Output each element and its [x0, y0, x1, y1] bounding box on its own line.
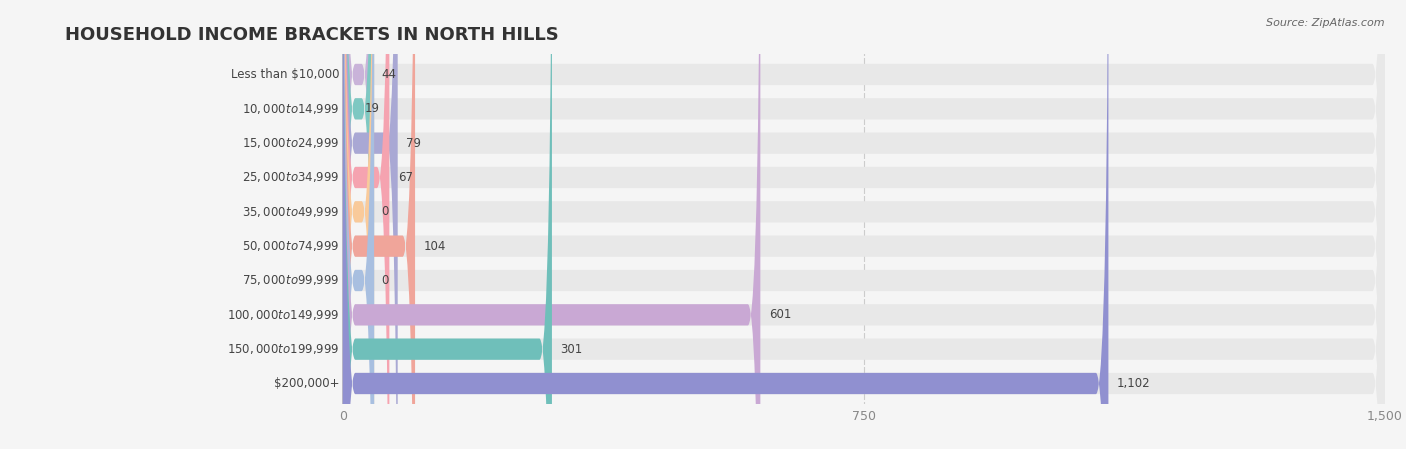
Text: 0: 0	[381, 205, 388, 218]
Text: $100,000 to $149,999: $100,000 to $149,999	[226, 308, 339, 322]
FancyBboxPatch shape	[343, 0, 374, 449]
Text: HOUSEHOLD INCOME BRACKETS IN NORTH HILLS: HOUSEHOLD INCOME BRACKETS IN NORTH HILLS	[65, 26, 558, 44]
FancyBboxPatch shape	[343, 0, 1385, 449]
FancyBboxPatch shape	[343, 0, 398, 449]
Text: 601: 601	[769, 308, 792, 321]
FancyBboxPatch shape	[343, 0, 415, 449]
Text: 104: 104	[423, 240, 446, 253]
FancyBboxPatch shape	[343, 0, 1385, 449]
FancyBboxPatch shape	[343, 0, 389, 449]
Text: $25,000 to $34,999: $25,000 to $34,999	[242, 171, 339, 185]
Text: Less than $10,000: Less than $10,000	[231, 68, 339, 81]
Text: $150,000 to $199,999: $150,000 to $199,999	[226, 342, 339, 356]
Text: 1,102: 1,102	[1116, 377, 1150, 390]
Text: $200,000+: $200,000+	[274, 377, 339, 390]
Text: $75,000 to $99,999: $75,000 to $99,999	[242, 273, 339, 287]
FancyBboxPatch shape	[343, 0, 1385, 449]
FancyBboxPatch shape	[343, 0, 374, 449]
FancyBboxPatch shape	[343, 0, 1385, 449]
FancyBboxPatch shape	[343, 0, 374, 449]
Text: $15,000 to $24,999: $15,000 to $24,999	[242, 136, 339, 150]
FancyBboxPatch shape	[343, 0, 1385, 449]
Text: 0: 0	[381, 274, 388, 287]
FancyBboxPatch shape	[343, 0, 1385, 449]
Text: $10,000 to $14,999: $10,000 to $14,999	[242, 102, 339, 116]
FancyBboxPatch shape	[343, 0, 1385, 449]
FancyBboxPatch shape	[343, 0, 374, 449]
FancyBboxPatch shape	[343, 0, 1385, 449]
Text: Source: ZipAtlas.com: Source: ZipAtlas.com	[1267, 18, 1385, 28]
Text: 19: 19	[364, 102, 380, 115]
Text: $35,000 to $49,999: $35,000 to $49,999	[242, 205, 339, 219]
FancyBboxPatch shape	[343, 0, 1385, 449]
FancyBboxPatch shape	[343, 0, 761, 449]
Text: $50,000 to $74,999: $50,000 to $74,999	[242, 239, 339, 253]
FancyBboxPatch shape	[343, 0, 553, 449]
Text: 79: 79	[406, 136, 420, 150]
Text: 301: 301	[560, 343, 582, 356]
Text: 67: 67	[398, 171, 413, 184]
FancyBboxPatch shape	[343, 0, 1108, 449]
FancyBboxPatch shape	[343, 0, 1385, 449]
Text: 44: 44	[381, 68, 396, 81]
